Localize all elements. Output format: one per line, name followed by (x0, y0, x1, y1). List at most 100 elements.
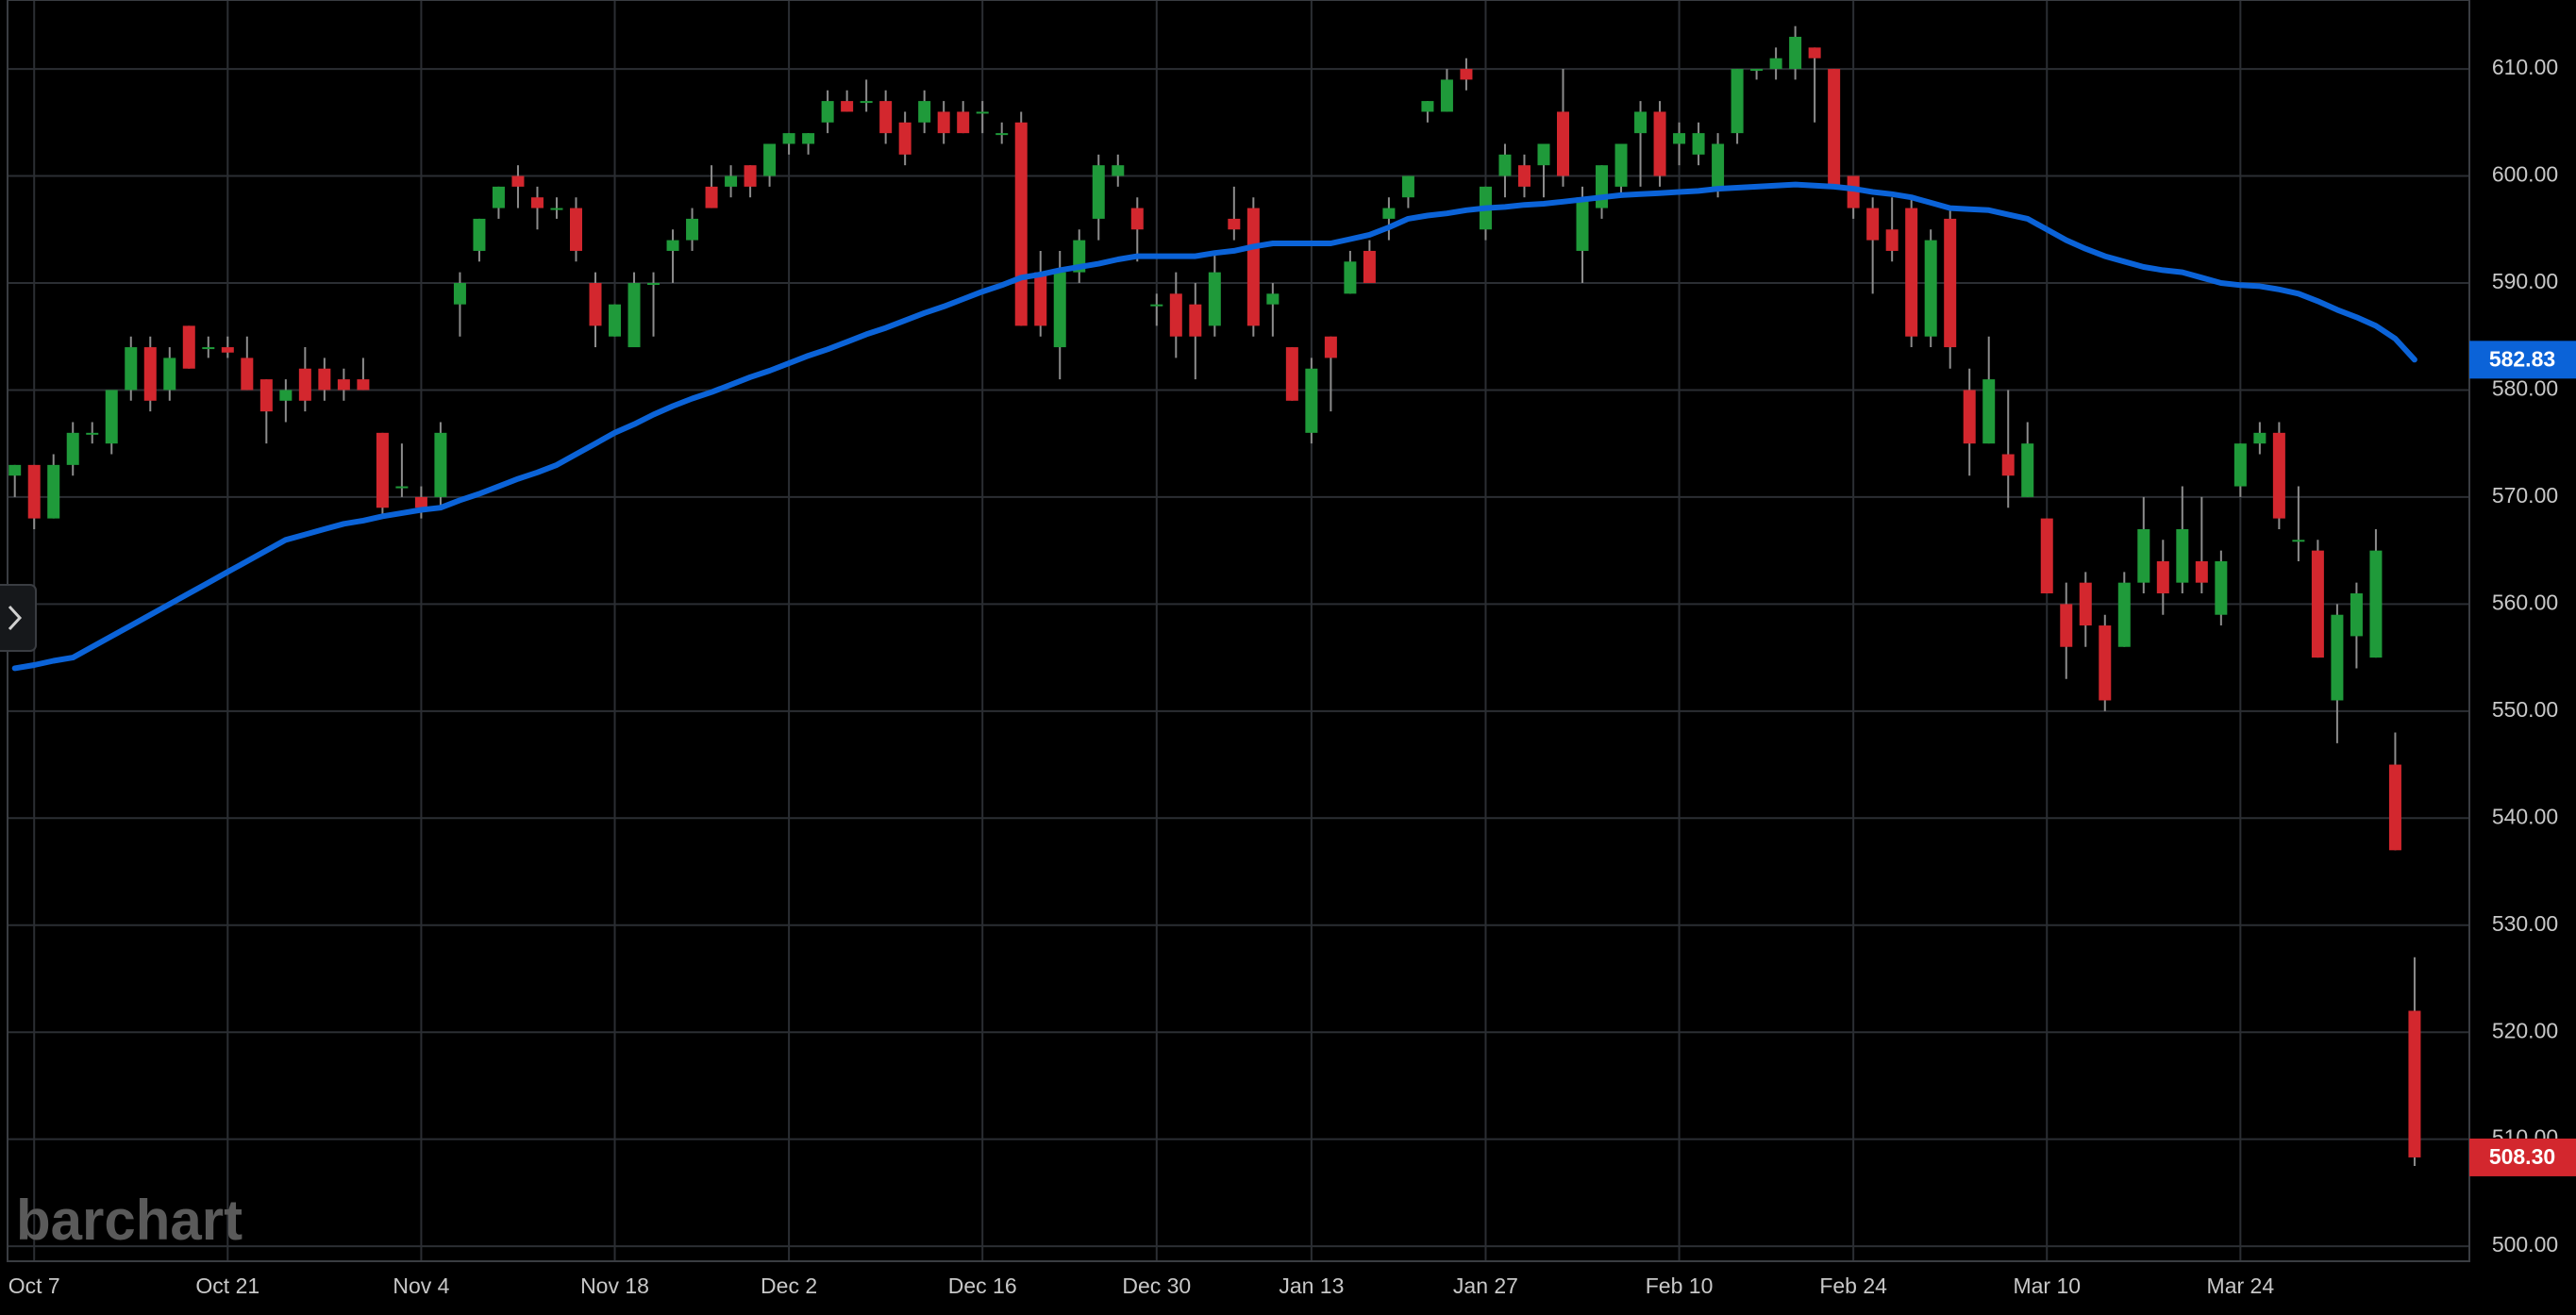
y-tick-label: 580.00 (2492, 376, 2558, 401)
x-tick-label: Dec 2 (761, 1273, 817, 1298)
candle-body (221, 347, 234, 353)
candle-body (744, 165, 757, 187)
candle-body (1460, 69, 1473, 80)
candle-body (821, 101, 834, 123)
price-tag-label: 582.83 (2489, 346, 2555, 371)
candle-body (2350, 593, 2363, 637)
candle-body (492, 186, 505, 208)
candle-body (879, 101, 893, 134)
candle-body (2117, 582, 2131, 647)
candle-body (2253, 432, 2267, 444)
candle-body (1731, 69, 1744, 134)
candle-body (1750, 69, 1764, 72)
price-tag (2469, 1138, 2576, 1176)
candle-body (1208, 272, 1221, 326)
candle-body (1828, 69, 1841, 187)
candle-body (414, 496, 427, 508)
candle-body (202, 347, 215, 350)
candle-body (937, 111, 950, 134)
x-tick-label: Nov 18 (580, 1273, 649, 1298)
candle-body (1344, 261, 1357, 294)
candle-body (1246, 208, 1260, 326)
candle-body (1169, 293, 1182, 337)
candle-body (1944, 218, 1957, 348)
x-tick-label: Oct 21 (195, 1273, 259, 1298)
candle-body (666, 240, 679, 251)
candle-body (1614, 143, 1628, 187)
panel-toggle[interactable] (0, 584, 37, 652)
candle-body (337, 379, 350, 391)
candle-body (1963, 390, 1976, 444)
candle-body (2311, 550, 2324, 658)
candle-body (976, 111, 989, 114)
candle-body (473, 218, 486, 251)
candle-body (2137, 528, 2150, 583)
candle-body (1189, 304, 1202, 337)
candle-body (298, 368, 311, 401)
candle-body (395, 486, 409, 489)
candle-body (1692, 133, 1705, 155)
y-tick-label: 600.00 (2492, 162, 2558, 187)
candle-body (8, 464, 22, 476)
candle-body (802, 133, 815, 144)
x-tick-label: Mar 24 (2207, 1273, 2275, 1298)
x-tick-label: Mar 10 (2013, 1273, 2081, 1298)
candle-body (27, 464, 41, 519)
candle-body (1034, 272, 1047, 326)
candle-body (143, 347, 157, 401)
candle-body (782, 133, 795, 144)
candle-body (86, 432, 99, 435)
x-tick-label: Feb 24 (1819, 1273, 1887, 1298)
candle-body (1324, 336, 1337, 358)
candle-body (763, 143, 777, 176)
candle-body (1634, 111, 1648, 134)
candle-body (841, 101, 854, 112)
candle-body (1498, 154, 1512, 176)
candle-body (2272, 432, 2285, 519)
candle-body (860, 101, 873, 104)
candle-body (453, 282, 466, 305)
candle-body (279, 390, 293, 401)
candle-body (2156, 560, 2169, 594)
price-tag-label: 508.30 (2489, 1144, 2555, 1169)
candle-body (647, 282, 661, 285)
candle-body (1866, 208, 1880, 241)
candle-body (241, 358, 254, 391)
candle-body (1653, 111, 1666, 176)
x-tick-label: Dec 30 (1122, 1273, 1191, 1298)
candle-body (569, 208, 582, 251)
candle-body (1401, 175, 1414, 198)
candle-body (2040, 518, 2053, 594)
watermark: barchart (16, 1189, 243, 1252)
candle-body (2369, 550, 2383, 658)
candle-body (182, 325, 195, 369)
candle-body (125, 347, 138, 391)
candle-body (66, 432, 79, 465)
candle-body (1769, 58, 1782, 70)
candle-body (2388, 764, 2401, 851)
candle-body (1885, 229, 1899, 251)
candle-body (376, 432, 389, 508)
candle-body (1517, 165, 1531, 187)
candle-body (1982, 379, 1996, 444)
chevron-icon (8, 605, 23, 631)
candle-body (2215, 560, 2228, 615)
y-tick-label: 610.00 (2492, 55, 2558, 79)
candle-body (1130, 208, 1144, 230)
candle-body (1557, 111, 1569, 176)
candle-body (609, 304, 622, 337)
candle-body (1440, 79, 1453, 112)
candle-body (318, 368, 331, 391)
candle-body (2079, 582, 2092, 626)
y-tick-label: 520.00 (2492, 1018, 2558, 1042)
price-tag (2469, 341, 2576, 379)
x-tick-label: Dec 16 (948, 1273, 1017, 1298)
candle-body (2233, 443, 2247, 487)
candle-body (725, 175, 738, 187)
candle-body (1053, 272, 1066, 348)
candle-body (47, 464, 60, 519)
candle-body (550, 208, 563, 210)
candle-body (530, 197, 544, 208)
